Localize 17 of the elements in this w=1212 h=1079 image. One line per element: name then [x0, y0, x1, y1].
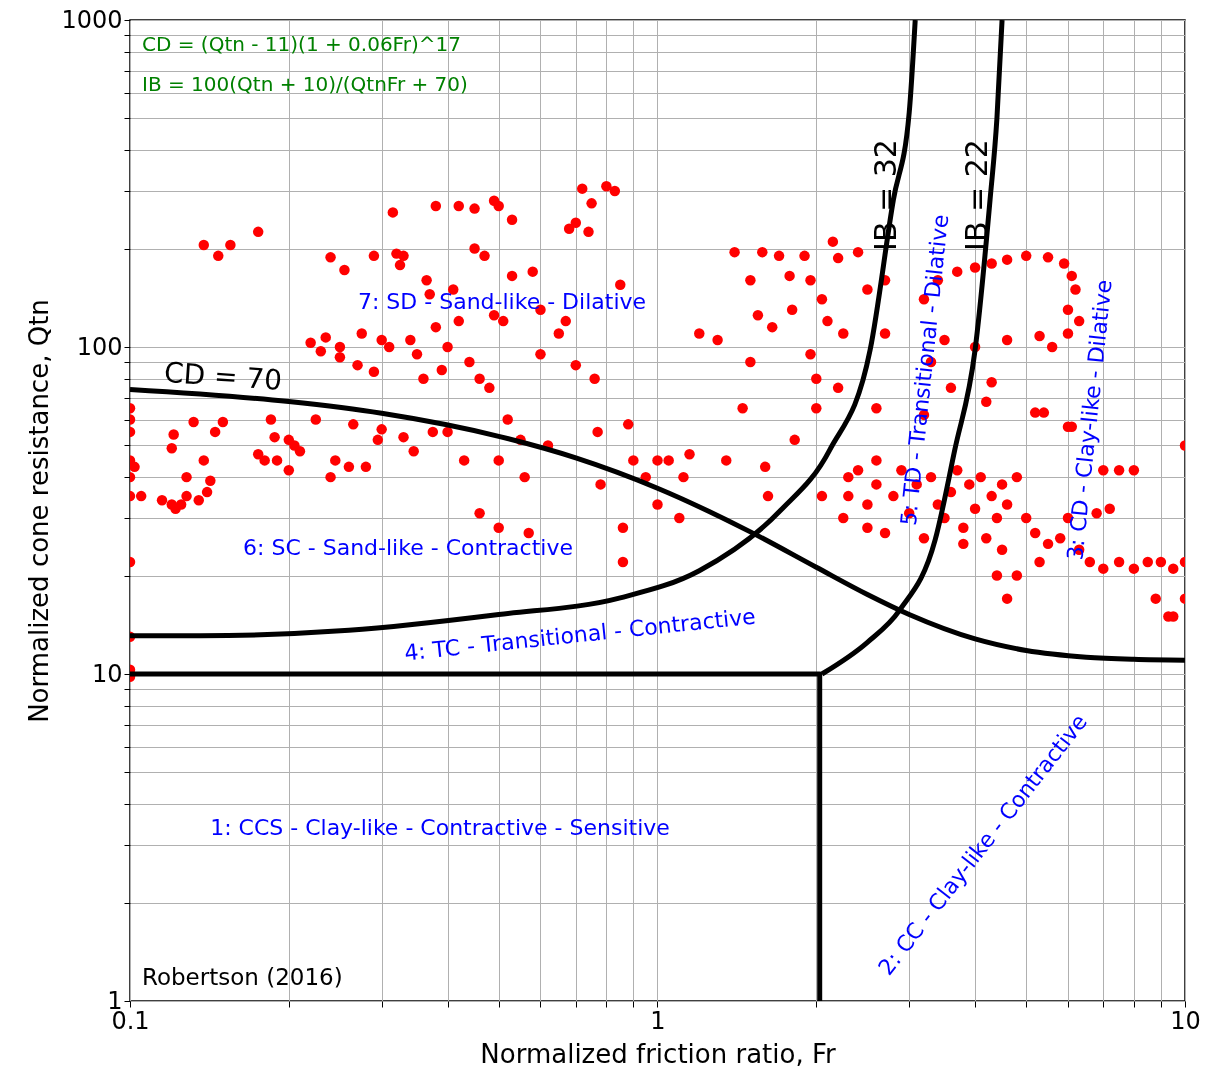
annotation: 5: TD - Transitional - Dilative [895, 213, 954, 527]
annotation: CD = (Qtn - 11)(1 + 0.06Fr)^17 [142, 32, 461, 56]
annotation: CD = 70 [163, 355, 284, 398]
x-tick-label: 1 [650, 1006, 666, 1035]
annotation: Robertson (2016) [142, 964, 343, 990]
annotation: IB = 100(Qtn + 10)/(QtnFr + 70) [142, 72, 468, 96]
annotation: 4: TC - Transitional - Contractive [403, 603, 757, 666]
x-tick-label: 10 [1170, 1006, 1201, 1035]
annotation: 6: SC - Sand-like - Contractive [243, 535, 573, 560]
x-axis-title: Normalized friction ratio, Fr [480, 1038, 836, 1069]
y-axis-title: Normalized cone resistance, Qtn [24, 299, 55, 723]
annotation: 7: SD - Sand-like - Dilative [357, 289, 647, 314]
y-tick-label: 10 [91, 659, 123, 688]
y-tick-label: 1000 [61, 5, 123, 34]
annotation: 3: CD - Clay-like - Dilative [1062, 278, 1117, 562]
annotation: 1: CCS - Clay-like - Contractive - Sensitive [210, 815, 670, 840]
y-tick-label: 100 [76, 332, 123, 361]
